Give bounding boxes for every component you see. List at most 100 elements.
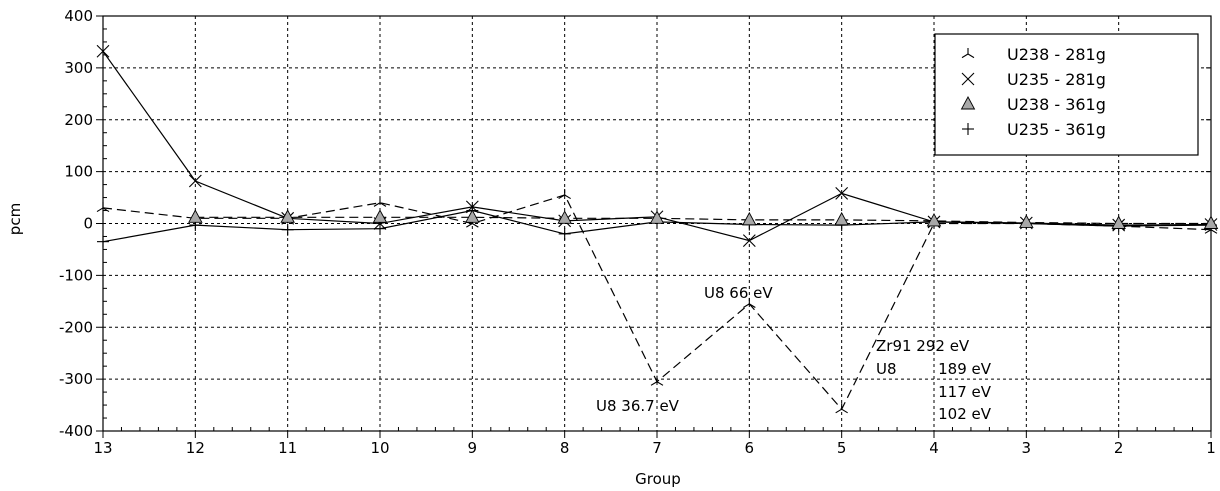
x-axis-title: Group bbox=[635, 470, 681, 488]
data-point bbox=[743, 297, 756, 308]
data-point bbox=[834, 211, 849, 226]
x-tick-label: 6 bbox=[745, 439, 755, 457]
annotation-label: U8 66 eV bbox=[704, 284, 773, 302]
marker-stroke bbox=[373, 202, 381, 207]
x-tick-label: 5 bbox=[837, 439, 847, 457]
legend-label: U235 - 281g bbox=[1007, 70, 1106, 89]
data-point bbox=[97, 235, 109, 248]
y-tick-label: 200 bbox=[64, 111, 93, 129]
data-point bbox=[742, 211, 757, 226]
marker-stroke bbox=[743, 303, 750, 308]
x-tick-label: 2 bbox=[1114, 439, 1124, 457]
x-tick-label: 13 bbox=[93, 439, 112, 457]
annotation-label: Zr91 292 eV bbox=[876, 337, 970, 355]
marker-shape bbox=[649, 210, 665, 224]
data-point bbox=[188, 209, 203, 223]
marker-shape bbox=[465, 209, 480, 223]
marker-shape bbox=[372, 209, 388, 223]
marker-stroke bbox=[835, 187, 849, 200]
marker-stroke bbox=[465, 200, 479, 214]
y-tick-label: 0 bbox=[83, 215, 93, 233]
marker-stroke bbox=[961, 72, 975, 86]
data-point bbox=[96, 201, 110, 213]
annotation-label: U8 36.7 eV bbox=[596, 397, 680, 415]
series-u238-361g bbox=[188, 209, 1219, 229]
y-tick-label: 100 bbox=[64, 163, 93, 181]
marker-stroke bbox=[1204, 229, 1212, 234]
annotation-label: U8 bbox=[876, 360, 897, 378]
data-point bbox=[188, 174, 202, 188]
marker-stroke bbox=[650, 381, 658, 386]
data-point bbox=[1019, 214, 1034, 228]
data-point bbox=[465, 200, 479, 214]
data-point bbox=[1111, 215, 1126, 229]
data-point bbox=[1203, 215, 1219, 229]
legend-marker bbox=[962, 123, 974, 135]
data-point bbox=[280, 209, 295, 223]
legend-marker bbox=[960, 96, 976, 110]
data-point bbox=[465, 209, 480, 223]
annotations: U8 66 eV U8 36.7 eV Zr91 292 eV U8 189 eV 117… bbox=[596, 284, 992, 423]
data-point bbox=[372, 209, 388, 223]
data-point bbox=[281, 223, 294, 236]
y-axis-title: pcm bbox=[6, 203, 24, 235]
marker-stroke bbox=[656, 381, 664, 386]
marker-stroke bbox=[967, 53, 975, 59]
marker-shape bbox=[1019, 214, 1034, 228]
data-point bbox=[558, 188, 571, 200]
x-tick-label: 3 bbox=[1022, 439, 1032, 457]
marker-stroke bbox=[379, 202, 387, 207]
data-point bbox=[650, 375, 664, 386]
annotation-label: 189 eV bbox=[938, 360, 992, 378]
x-tick-label: 4 bbox=[929, 439, 939, 457]
legend-label: U235 - 361g bbox=[1007, 120, 1106, 139]
series-group bbox=[96, 44, 1219, 414]
data-point bbox=[742, 234, 756, 248]
data-point bbox=[557, 210, 572, 224]
data-point bbox=[926, 212, 942, 227]
x-tick-label: 7 bbox=[652, 439, 662, 457]
marker-stroke bbox=[96, 207, 104, 213]
marker-stroke bbox=[102, 207, 110, 213]
marker-shape bbox=[960, 96, 976, 110]
annotation-label: 117 eV bbox=[938, 383, 992, 401]
marker-stroke bbox=[961, 53, 969, 59]
y-tick-label: 300 bbox=[64, 59, 93, 77]
marker-shape bbox=[834, 211, 849, 226]
y-tick-label: -200 bbox=[59, 318, 93, 336]
x-tick-label: 8 bbox=[560, 439, 570, 457]
y-tick-label: -400 bbox=[59, 422, 93, 440]
data-point bbox=[373, 196, 387, 207]
data-point bbox=[374, 222, 386, 235]
y-tick-label: -300 bbox=[59, 370, 93, 388]
data-point bbox=[96, 44, 110, 58]
data-point bbox=[649, 210, 665, 224]
x-tick-label: 1 bbox=[1206, 439, 1216, 457]
marker-stroke bbox=[742, 234, 756, 248]
marker-shape bbox=[926, 212, 942, 227]
marker-shape bbox=[1111, 215, 1126, 229]
marker-shape bbox=[188, 209, 203, 223]
legend-label: U238 - 361g bbox=[1007, 95, 1106, 114]
legend-label: U238 - 281g bbox=[1007, 45, 1106, 64]
marker-stroke bbox=[96, 44, 110, 58]
marker-stroke bbox=[835, 408, 842, 414]
series-line bbox=[195, 216, 1211, 225]
x-tick-label: 12 bbox=[186, 439, 205, 457]
marker-stroke bbox=[188, 174, 202, 188]
marker-stroke bbox=[749, 303, 756, 308]
annotation-label: 102 eV bbox=[938, 405, 992, 423]
marker-stroke bbox=[558, 194, 565, 200]
marker-stroke bbox=[564, 194, 571, 200]
marker-stroke bbox=[472, 223, 479, 228]
x-tick-label: 9 bbox=[468, 439, 478, 457]
data-point bbox=[558, 227, 571, 240]
legend: U238 - 281g U235 - 281g U238 - 361g U235 - … bbox=[934, 33, 1199, 156]
y-tick-label: 400 bbox=[64, 7, 93, 25]
marker-shape bbox=[1203, 215, 1219, 229]
marker-shape bbox=[742, 211, 757, 226]
x-tick-label: 10 bbox=[370, 439, 389, 457]
y-tick-label: -100 bbox=[59, 266, 93, 284]
